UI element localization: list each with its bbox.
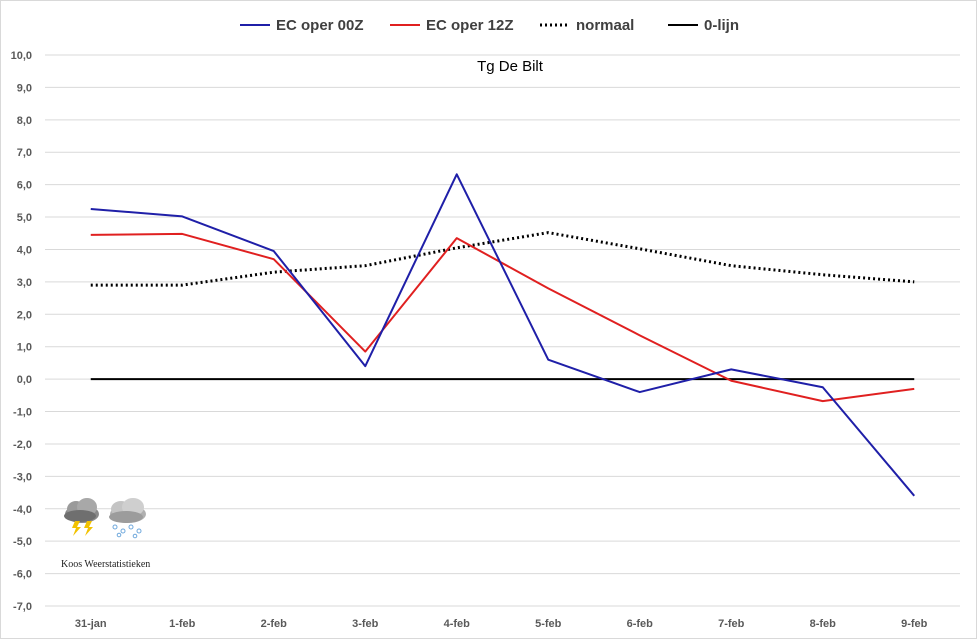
x-tick-label: 6-feb [627,618,654,630]
x-tick-label: 1-feb [169,618,196,630]
legend: EC oper 00Z EC oper 12Z normaal 0-lijn [240,17,739,34]
thunderstorm-cloud-icon [64,498,99,536]
x-tick-label: 31-jan [75,618,107,630]
y-tick-label: -4,0 [13,504,32,516]
x-tick-label: 2-feb [261,618,288,630]
snow-cloud-icon [109,498,146,539]
y-axis-ticks: 10,0 9,0 8,0 7,0 6,0 5,0 4,0 3,0 2,0 1,0 0,0 -1,0 -2… [11,50,32,613]
y-tick-label: 6,0 [17,180,32,192]
x-tick-label: 8-feb [810,618,837,630]
watermark-text: Koos Weerstatistieken [61,559,150,570]
series-line-1 [90,232,915,403]
series-lines [90,173,916,497]
y-tick-label: 0,0 [17,374,32,386]
legend-label: EC oper 00Z [276,17,364,34]
y-tick-label: 10,0 [11,50,32,62]
y-tick-label: 9,0 [17,82,32,94]
x-tick-label: 5-feb [535,618,562,630]
x-tick-label: 4-feb [444,618,471,630]
y-tick-label: 5,0 [17,212,32,224]
y-tick-label: 4,0 [17,244,32,256]
y-tick-label: 3,0 [17,277,32,289]
y-tick-label: -7,0 [13,601,32,613]
x-tick-label: 9-feb [901,618,928,630]
legend-label: 0-lijn [704,17,739,34]
y-tick-label: 2,0 [17,309,32,321]
y-tick-label: -6,0 [13,569,32,581]
x-tick-label: 3-feb [352,618,379,630]
x-tick-label: 7-feb [718,618,745,630]
y-tick-label: -1,0 [13,407,32,419]
legend-label: normaal [576,17,634,34]
y-tick-label: -5,0 [13,536,32,548]
y-tick-label: 7,0 [17,147,32,159]
y-tick-label: -3,0 [13,471,32,483]
series-line-2 [90,231,915,287]
watermark: Koos Weerstatistieken [61,498,150,570]
y-tick-label: 1,0 [17,342,32,354]
y-tick-label: 8,0 [17,115,32,127]
legend-label: EC oper 12Z [426,17,514,34]
chart-title: Tg De Bilt [477,58,544,75]
y-tick-label: -2,0 [13,439,32,451]
x-axis-ticks: 31-jan 1-feb 2-feb 3-feb 4-feb 5-feb 6-feb 7-fe… [75,618,928,630]
series-line-0 [90,173,916,497]
